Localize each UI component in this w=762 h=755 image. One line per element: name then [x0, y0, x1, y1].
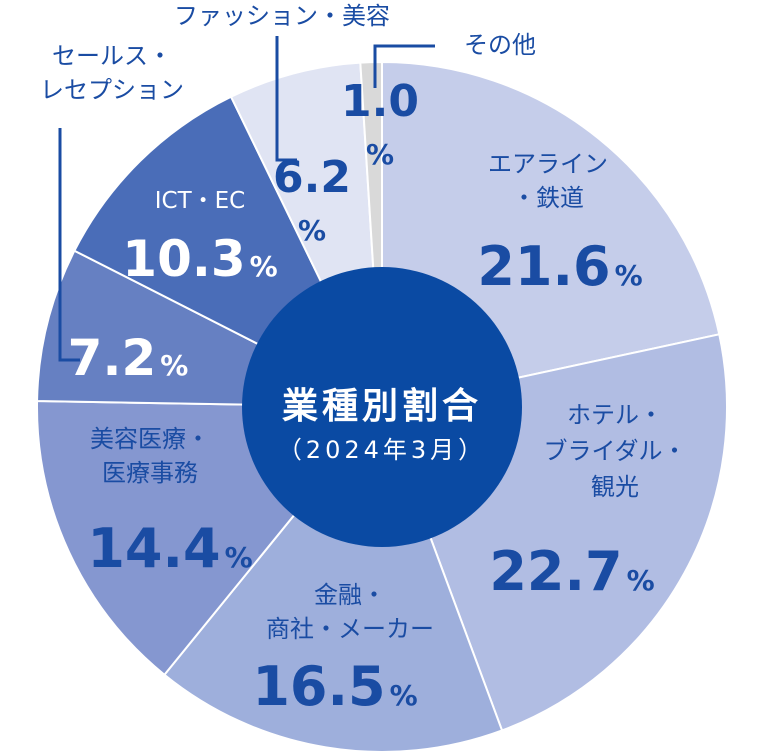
pie-slice-2: [163, 405, 504, 753]
center-circle: [242, 267, 522, 547]
leader-line-fashion: [275, 36, 297, 162]
slice-value-label: 10.3%: [122, 230, 277, 288]
slice-category-label: 金融・: [314, 581, 386, 609]
slice-category-label: エアライン: [488, 150, 608, 178]
leader-line-other: [373, 44, 435, 88]
leader-lines: [58, 36, 435, 362]
leader-line-sales: [58, 128, 80, 362]
slice-category-label: ・鉄道: [512, 184, 584, 212]
slice-value-label: 16.5%: [252, 655, 417, 718]
slice-value-label: 6.2: [273, 152, 351, 203]
slice-category-label: ホテル・: [567, 401, 663, 429]
slice-category-label: レセプション: [40, 76, 184, 104]
slice-category-label: ブライダル・: [543, 437, 686, 465]
slice-unit-label: %: [366, 138, 394, 171]
slice-category-label: ICT・EC: [155, 188, 245, 214]
slice-labels: エアライン・鉄道 21.6 % ホテル・ブライダル・観光 22.7 % 金融・商社・メーカー…: [40, 2, 687, 718]
slice-category-label: セールス・: [52, 42, 172, 70]
slice-value-label: 1.0: [341, 76, 419, 127]
slice-value-label: 21.6%: [477, 235, 642, 298]
slice-category-label: 観光: [591, 473, 639, 501]
slice-category-label: ファッション・美容: [174, 2, 390, 30]
slice-value-label: 22.7%: [489, 540, 654, 603]
slice-category-label: 商社・メーカー: [266, 615, 434, 643]
slice-category-label: 医療事務: [102, 459, 198, 487]
slice-category-label: その他: [464, 31, 536, 59]
chart-subtitle: （2024年3月）: [278, 436, 486, 464]
slice-value-label: 7.2%: [68, 329, 189, 387]
slice-value-label: 14.4%: [87, 517, 252, 580]
chart-title: 業種別割合: [282, 386, 482, 427]
slice-category-label: 美容医療・: [90, 425, 210, 453]
slice-unit-label: %: [298, 214, 326, 247]
